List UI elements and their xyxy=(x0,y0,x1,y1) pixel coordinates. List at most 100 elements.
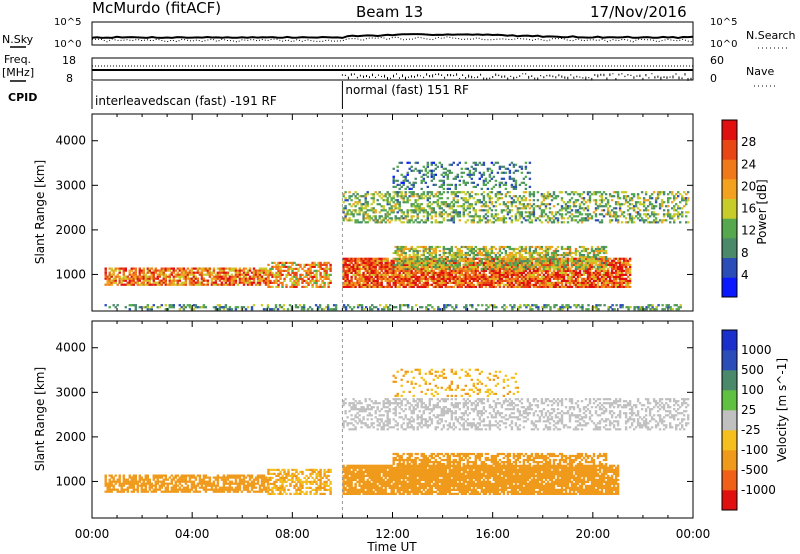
heatmap-cell xyxy=(660,221,664,224)
heatmap-cell xyxy=(494,269,498,273)
heatmap-cell xyxy=(420,169,423,172)
heatmap-cell xyxy=(384,217,387,220)
heatmap-cell xyxy=(291,275,294,279)
heatmap-cell xyxy=(564,263,568,267)
heatmap-cell xyxy=(602,261,606,265)
heatmap-cell xyxy=(394,285,397,289)
heatmap-cell xyxy=(506,207,510,210)
heatmap-cell xyxy=(394,283,397,287)
heatmap-cell xyxy=(514,205,518,208)
heatmap-cell xyxy=(418,195,421,198)
heatmap-cell xyxy=(548,285,552,289)
heatmap-cell xyxy=(574,199,578,202)
heatmap-cell xyxy=(400,197,403,200)
heatmap-cell xyxy=(344,263,347,267)
heatmap-cell xyxy=(317,263,320,267)
heatmap-cell xyxy=(372,271,375,275)
heatmap-cell xyxy=(566,254,570,257)
heatmap-cell xyxy=(622,191,626,194)
heatmap-cell xyxy=(466,265,469,269)
heatmap-cell xyxy=(470,247,473,251)
heatmap-cell xyxy=(426,266,429,269)
heatmap-cell xyxy=(442,179,445,182)
heatmap-cell xyxy=(496,217,500,220)
heatmap-cell xyxy=(648,221,652,224)
heatmap-cell xyxy=(150,283,153,286)
heatmap-cell xyxy=(374,191,377,194)
heatmap-cell xyxy=(484,245,488,249)
heatmap-cell xyxy=(248,283,252,286)
heatmap-cell xyxy=(454,277,457,281)
heatmap-cell xyxy=(301,285,304,289)
heatmap-cell xyxy=(504,249,508,253)
heatmap-cell xyxy=(538,247,542,251)
heatmap-cell xyxy=(432,161,435,164)
heatmap-cell xyxy=(522,263,526,267)
heatmap-cell xyxy=(522,266,526,269)
heatmap-cell xyxy=(285,273,288,277)
power-heatmap xyxy=(104,114,690,311)
heatmap-cell xyxy=(410,169,413,172)
heatmap-cell xyxy=(488,265,492,269)
heatmap-cell xyxy=(366,285,369,289)
heatmap-cell xyxy=(428,269,431,273)
heatmap-cell xyxy=(458,267,461,271)
heatmap-cell xyxy=(404,245,407,249)
heatmap-cell xyxy=(440,221,443,224)
heatmap-cell xyxy=(470,203,473,206)
heatmap-cell xyxy=(426,203,429,206)
heatmap-cell xyxy=(606,283,610,287)
heatmap-cell xyxy=(344,257,347,260)
heatmap-cell xyxy=(522,199,526,202)
heatmap-cell xyxy=(510,283,514,287)
heatmap-cell xyxy=(291,271,294,275)
heatmap-cell xyxy=(442,219,445,222)
heatmap-cell xyxy=(508,251,512,255)
heatmap-cell xyxy=(108,306,111,309)
heatmap-cell xyxy=(313,261,316,265)
heatmap-cell xyxy=(476,199,479,202)
heatmap-cell xyxy=(382,217,385,220)
heatmap-cell xyxy=(402,249,405,253)
heatmap-cell xyxy=(500,177,504,180)
heatmap-cell xyxy=(662,201,666,204)
heatmap-cell xyxy=(456,281,459,285)
heatmap-cell xyxy=(490,261,494,265)
heatmap-cell xyxy=(444,271,447,275)
heatmap-cell xyxy=(622,211,626,214)
heatmap-cell xyxy=(532,215,536,218)
heatmap-cell xyxy=(474,169,477,172)
heatmap-cell xyxy=(442,175,445,178)
heatmap-cell xyxy=(264,269,268,272)
heatmap-cell xyxy=(348,219,351,222)
heatmap-cell xyxy=(414,273,417,277)
heatmap-cell xyxy=(404,258,407,261)
heatmap-cell xyxy=(200,283,204,286)
heatmap-cell xyxy=(400,251,403,255)
heatmap-cell xyxy=(446,203,449,206)
heatmap-cell xyxy=(450,201,453,204)
heatmap-cell xyxy=(685,215,688,218)
heatmap-cell xyxy=(360,285,363,289)
heatmap-cell xyxy=(432,195,435,198)
heatmap-cell xyxy=(144,275,147,278)
heatmap-cell xyxy=(323,283,326,287)
heatmap-cell xyxy=(566,211,570,214)
heatmap-cell xyxy=(164,267,167,270)
heatmap-cell xyxy=(568,269,572,273)
heatmap-cell xyxy=(478,258,481,261)
heatmap-cell xyxy=(673,197,676,200)
heatmap-cell xyxy=(342,201,345,204)
heatmap-cell xyxy=(556,203,560,206)
heatmap-cell xyxy=(110,275,113,278)
heatmap-cell xyxy=(422,257,425,260)
heatmap-cell xyxy=(106,275,109,278)
heatmap-cell xyxy=(434,256,437,259)
heatmap-cell xyxy=(400,161,403,164)
heatmap-cell xyxy=(456,199,459,202)
heatmap-cell xyxy=(420,277,423,281)
heatmap-cell xyxy=(392,275,395,279)
heatmap-cell xyxy=(642,209,646,212)
heatmap-cell xyxy=(500,217,504,220)
heatmap-cell xyxy=(386,257,389,260)
